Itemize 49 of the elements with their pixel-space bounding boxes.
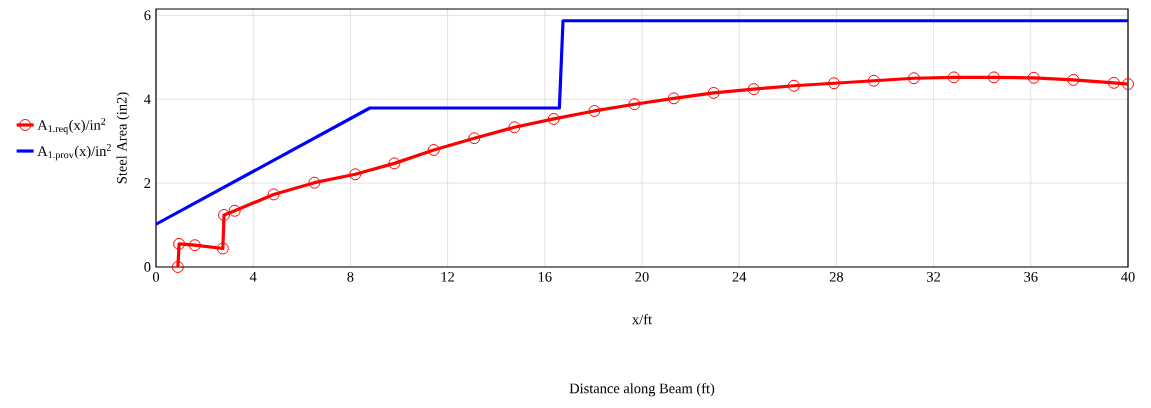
point <box>349 168 362 181</box>
point <box>171 261 184 273</box>
point <box>547 112 560 125</box>
point <box>787 79 800 92</box>
point <box>628 98 641 111</box>
point <box>173 237 186 250</box>
x-tick-label: 12 <box>441 272 455 282</box>
point <box>1067 73 1080 86</box>
point <box>188 239 201 252</box>
y-tick-label: 2 <box>144 178 151 188</box>
x-tick-label: 4 <box>249 272 257 282</box>
x-tick-label: 32 <box>927 272 941 282</box>
point <box>707 86 720 99</box>
point <box>828 77 840 90</box>
point <box>427 143 440 156</box>
point <box>907 72 920 85</box>
x-tick-label: 0 <box>152 272 160 282</box>
x-tick-label: 20 <box>635 272 649 282</box>
x-tick-label: 8 <box>347 272 354 282</box>
y-axis-title: Steel Area (in2) <box>116 92 130 184</box>
y-tick-label: 0 <box>144 262 151 272</box>
point <box>947 71 960 84</box>
point <box>588 104 601 117</box>
point <box>508 121 521 134</box>
legend-label: A$_{1.prov}$(x)/in$^{2}$ <box>37 144 111 161</box>
point <box>867 74 880 87</box>
text: Distance along Beam (ft) <box>569 383 715 397</box>
legend-label: A$_{1.req}$(x)/in$^{2}$ <box>37 117 106 135</box>
point <box>1027 71 1040 84</box>
point <box>468 132 481 145</box>
point <box>667 92 680 105</box>
y-tick-label: 6 <box>144 10 151 21</box>
x-tick-label: 16 <box>538 272 552 282</box>
x-tick-label: 24 <box>732 272 747 282</box>
point <box>1122 78 1134 91</box>
x-tick-label: 40 <box>1121 272 1135 282</box>
point <box>747 83 760 96</box>
point <box>228 204 241 217</box>
point <box>218 209 231 221</box>
point <box>216 242 229 255</box>
point <box>388 157 401 170</box>
x-tick-label: 36 <box>1024 272 1038 282</box>
x-axis-title: x/ft <box>632 314 652 325</box>
point <box>308 176 321 189</box>
y-tick-label: 4 <box>144 94 151 104</box>
point <box>1107 76 1120 89</box>
x-tick-label: 28 <box>829 272 844 282</box>
point <box>267 188 280 201</box>
point <box>987 71 1000 84</box>
